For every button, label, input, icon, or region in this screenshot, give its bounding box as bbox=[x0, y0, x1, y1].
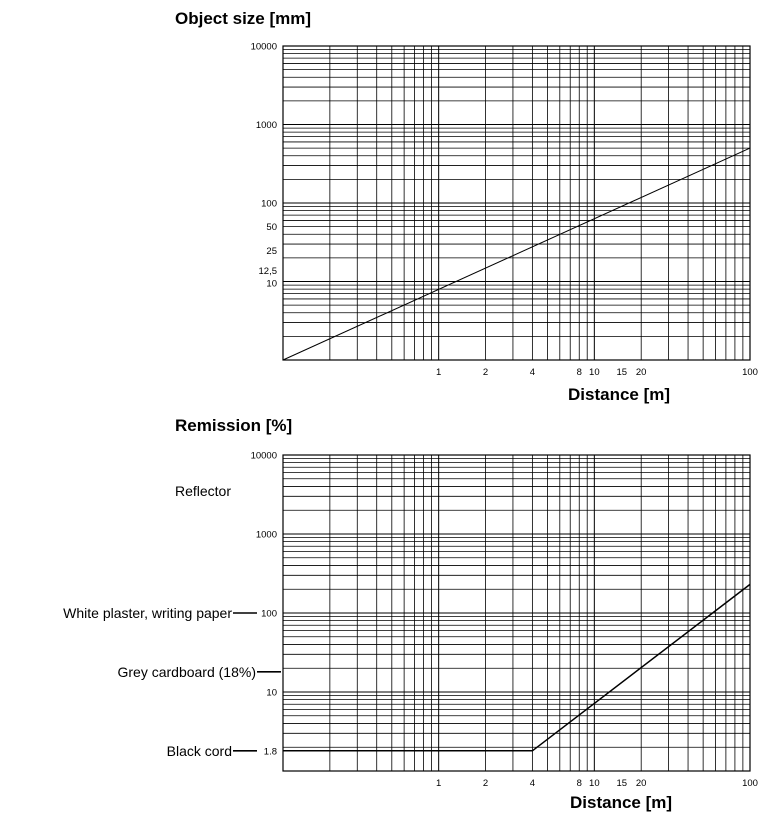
chart-title: Object size [mm] bbox=[175, 9, 311, 28]
x-tick-label: 1 bbox=[436, 367, 441, 378]
x-tick-label: 20 bbox=[636, 367, 647, 378]
y-tick-label: 10 bbox=[266, 279, 277, 290]
grid bbox=[283, 46, 750, 360]
x-tick-label: 10 bbox=[589, 367, 600, 378]
annotation-label: Reflector bbox=[175, 483, 231, 499]
x-tick-label: 8 bbox=[577, 778, 582, 789]
x-axis-label: Distance [m] bbox=[570, 793, 672, 812]
object-size-chart: Object size [mm] Distance [m] 1 2 4 8 10 15 20… bbox=[175, 9, 758, 404]
y-tick-label: 50 bbox=[266, 222, 277, 233]
y-tick-label: 1000 bbox=[256, 530, 277, 541]
x-tick-label: 20 bbox=[636, 778, 647, 789]
y-tick-label: 25 bbox=[266, 246, 277, 257]
x-tick-label: 15 bbox=[616, 367, 627, 378]
series-line bbox=[283, 583, 751, 752]
x-tick-label: 10 bbox=[589, 778, 600, 789]
annotation-label: White plaster, writing paper bbox=[63, 605, 232, 621]
y-tick-label: 10 bbox=[266, 688, 277, 699]
x-tick-label: 100 bbox=[742, 367, 758, 378]
x-tick-label: 15 bbox=[616, 778, 627, 789]
x-tick-label: 4 bbox=[530, 367, 535, 378]
annotation-label: Grey cardboard (18%) bbox=[117, 664, 256, 680]
x-tick-label: 100 bbox=[742, 778, 758, 789]
y-tick-label: 1000 bbox=[256, 120, 277, 131]
series-line bbox=[282, 147, 751, 361]
plot-frame bbox=[282, 454, 751, 772]
y-tick-label: 10000 bbox=[251, 451, 277, 462]
y-tick-label: 100 bbox=[261, 199, 277, 210]
y-tick-label: 10000 bbox=[251, 42, 277, 53]
x-tick-label: 4 bbox=[530, 778, 535, 789]
y-tick-label: 1.8 bbox=[264, 746, 277, 757]
annotation-label: Black cord bbox=[167, 743, 232, 759]
y-tick-label: 12,5 bbox=[259, 266, 278, 277]
remission-chart: Remission [%] Distance [m] 1 2 4 8 10 15 20 100… bbox=[63, 416, 758, 812]
x-axis-label: Distance [m] bbox=[568, 385, 670, 404]
x-tick-label: 8 bbox=[577, 367, 582, 378]
x-tick-label: 2 bbox=[483, 367, 488, 378]
chart-title: Remission [%] bbox=[175, 416, 292, 435]
x-tick-label: 2 bbox=[483, 778, 488, 789]
y-tick-label: 100 bbox=[261, 609, 277, 620]
grid bbox=[283, 455, 750, 771]
x-tick-label: 1 bbox=[436, 778, 441, 789]
plot-frame bbox=[282, 45, 751, 361]
